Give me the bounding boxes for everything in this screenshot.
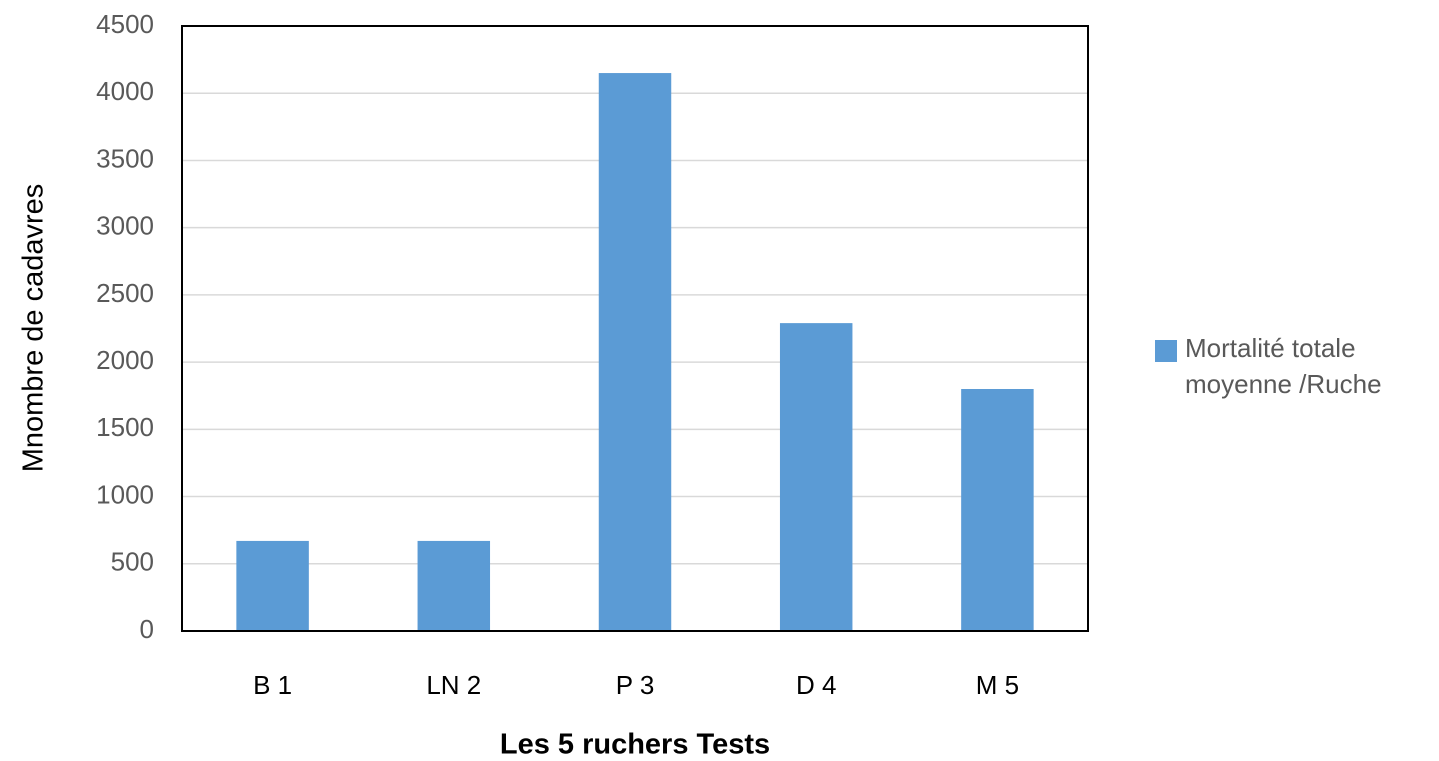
legend-label: Mortalité totale moyenne /Ruche [1185, 333, 1382, 399]
x-tick-label: M 5 [976, 670, 1019, 700]
x-tick-label: LN 2 [426, 670, 481, 700]
x-tick-label: P 3 [616, 670, 655, 700]
bar [961, 389, 1034, 631]
y-tick-label: 1000 [96, 479, 154, 509]
x-tick-label: D 4 [796, 670, 836, 700]
y-tick-label: 0 [140, 614, 154, 644]
y-tick-label: 2000 [96, 345, 154, 375]
y-tick-label: 1500 [96, 412, 154, 442]
y-tick-label: 3000 [96, 211, 154, 241]
y-tick-label: 4500 [96, 9, 154, 39]
bar [779, 323, 853, 631]
y-tick-label: 3500 [96, 143, 154, 173]
bar [236, 540, 309, 631]
y-tick-label: 500 [111, 547, 154, 577]
y-axis-title: Mnombre de cadavres [18, 184, 50, 473]
legend-swatch [1155, 340, 1177, 362]
x-tick-label: B 1 [253, 670, 292, 700]
bar [417, 540, 491, 631]
y-tick-label: 2500 [96, 278, 154, 308]
y-tick-label: 4000 [96, 76, 154, 106]
plot-border [181, 25, 1089, 632]
x-axis-title: Les 5 ruchers Tests [500, 729, 770, 761]
bar [598, 73, 672, 632]
